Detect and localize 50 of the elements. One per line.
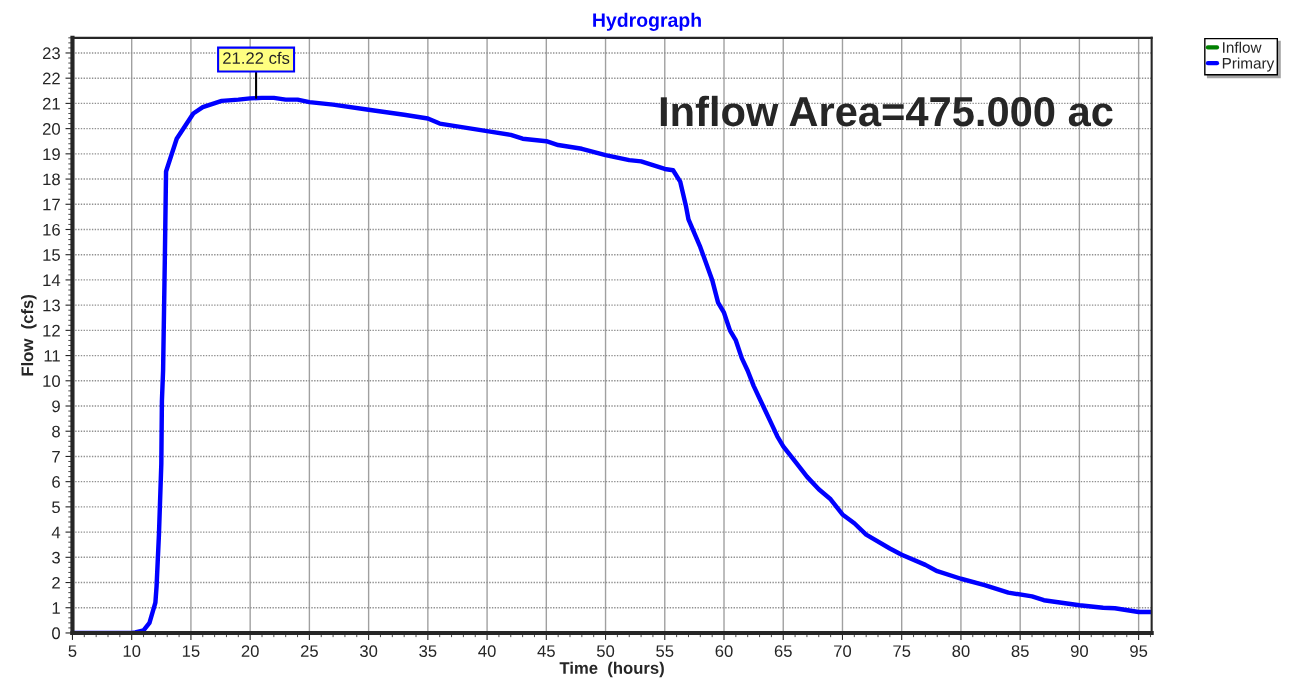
x-tick-label: 30 (359, 645, 378, 658)
y-tick-label: 8 (52, 425, 60, 438)
y-axis-title: Flow (cfs) (21, 295, 37, 376)
x-tick-label: 20 (241, 645, 259, 658)
x-tick-label: 55 (656, 645, 674, 658)
x-tick-label: 40 (478, 645, 496, 658)
y-tick-label: 5 (52, 501, 60, 514)
annotation: Inflow Area=475.000 ac (660, 95, 1113, 127)
x-tick-label: 65 (774, 645, 792, 658)
y-tick-label: 7 (52, 451, 60, 463)
y-tick-label: 23 (42, 47, 60, 60)
x-tick-label: 85 (1011, 645, 1029, 658)
y-tick-label: 19 (43, 148, 60, 161)
y-tick-label: 16 (43, 223, 60, 236)
y-tick-label: 3 (52, 551, 60, 564)
y-tick-label: 13 (43, 299, 60, 312)
y-tick-label: 18 (43, 173, 60, 186)
y-tick-label: 0 (52, 627, 61, 640)
chart-title: Hydrograph (593, 12, 701, 31)
y-tick-label: 12 (43, 324, 60, 337)
x-tick-label: 95 (1130, 645, 1148, 658)
x-tick-label: 5 (68, 645, 77, 658)
x-tick-label: 70 (834, 645, 852, 658)
y-tick-label: 6 (52, 476, 60, 488)
x-tick-label: 60 (715, 645, 733, 658)
x-tick-label: 75 (893, 645, 911, 658)
y-tick-label: 1 (52, 602, 60, 614)
y-tick-label: 2 (52, 576, 60, 589)
legend-label: Inflow (1223, 41, 1262, 53)
x-axis-title: Time (hours) (559, 661, 664, 678)
y-tick-label: 14 (43, 274, 61, 286)
y-tick-label: 21 (42, 97, 60, 110)
x-tick-label: 90 (1070, 645, 1089, 658)
y-tick-label: 22 (42, 72, 60, 85)
x-tick-label: 45 (537, 645, 555, 658)
y-tick-label: 15 (43, 249, 60, 261)
y-tick-label: 17 (43, 198, 60, 211)
x-tick-label: 15 (182, 645, 200, 658)
x-tick-label: 35 (419, 645, 437, 658)
y-tick-label: 20 (42, 123, 61, 135)
annotation: 21.22 cfs (223, 51, 290, 65)
y-tick-label: 11 (44, 350, 60, 362)
x-tick-label: 50 (596, 645, 615, 658)
y-tick-label: 10 (43, 375, 61, 387)
x-tick-label: 80 (952, 645, 970, 658)
y-tick-label: 4 (51, 526, 61, 539)
x-tick-label: 10 (123, 645, 141, 658)
legend-label: Primary (1222, 57, 1275, 72)
y-tick-label: 9 (52, 400, 60, 413)
x-tick-label: 25 (300, 645, 318, 658)
